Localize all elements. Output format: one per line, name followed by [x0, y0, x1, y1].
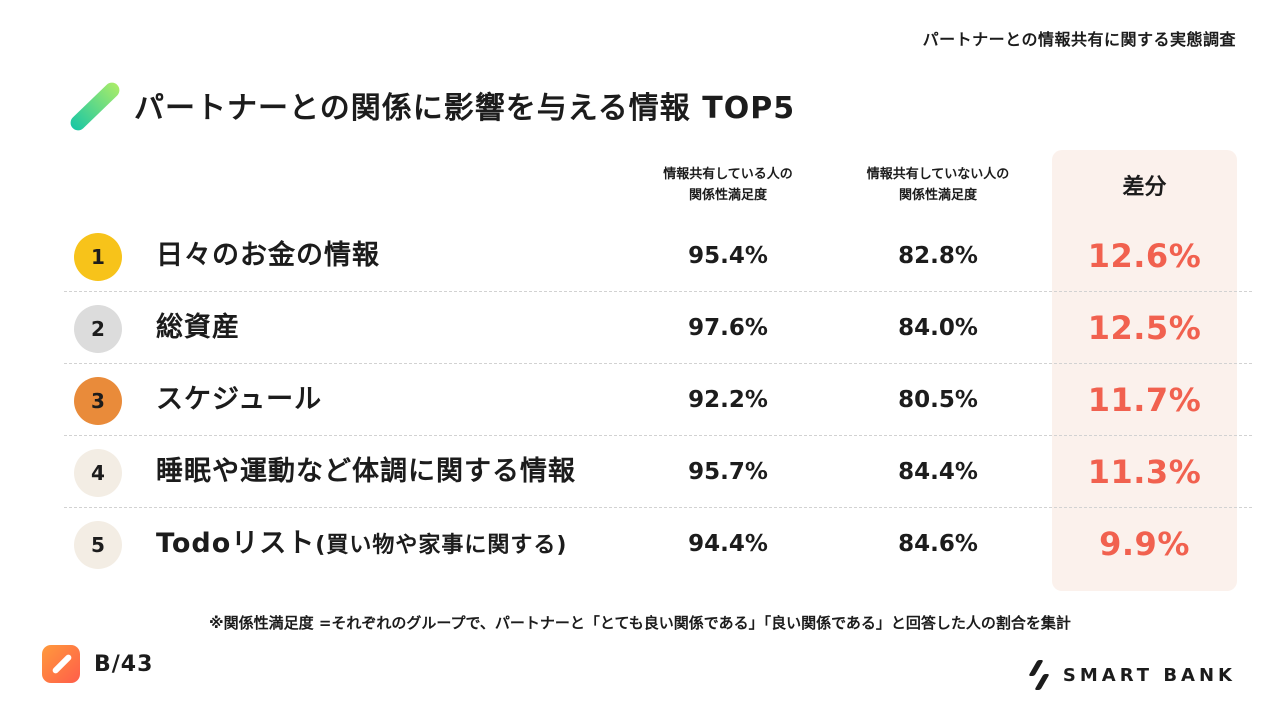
brand-logo: SMART BANK: [1029, 660, 1236, 690]
column-header-line: 関係性満足度: [898, 188, 977, 203]
value-diff: 12.6%: [1087, 237, 1202, 275]
rank-badge: 3: [74, 377, 122, 425]
column-header-with-sharing: 情報共有している人の 関係性満足度: [628, 164, 828, 206]
diff-column-panel: [1052, 150, 1237, 591]
value-without-sharing: 84.4%: [898, 459, 978, 485]
app-logo-icon: [42, 645, 80, 683]
column-header-diff: 差分: [1122, 175, 1167, 200]
row-divider: [64, 435, 1252, 436]
ranking-row-5: 5 Todoリスト(買い物や家事に関する) 94.4% 84.6% 9.9%: [64, 508, 1252, 580]
value-with-sharing: 95.4%: [688, 243, 768, 269]
row-divider: [64, 291, 1252, 292]
column-header-line: 情報共有している人の: [663, 167, 793, 182]
value-with-sharing: 97.6%: [688, 315, 768, 341]
report-subtitle: パートナーとの情報共有に関する実態調査: [922, 30, 1236, 49]
row-divider: [64, 507, 1252, 508]
value-without-sharing: 82.8%: [898, 243, 978, 269]
column-header-line: 関係性満足度: [688, 188, 767, 203]
row-label: スケジュール: [156, 364, 322, 436]
row-label-text: 総資産: [156, 312, 240, 343]
ranking-row-3: 3 スケジュール 92.2% 80.5% 11.7%: [64, 364, 1252, 436]
row-divider: [64, 363, 1252, 364]
value-diff: 12.5%: [1087, 309, 1202, 347]
page-number: B/43: [94, 651, 154, 677]
value-without-sharing: 84.0%: [898, 315, 978, 341]
page-title: パートナーとの関係に影響を与える情報 TOP5: [134, 91, 796, 126]
value-without-sharing: 80.5%: [898, 387, 978, 413]
value-diff: 9.9%: [1099, 525, 1190, 563]
value-diff: 11.3%: [1087, 453, 1202, 491]
brand-mark-icon: [1029, 660, 1049, 690]
row-label: 総資産: [156, 292, 240, 364]
row-label-text: 睡眠や運動など体調に関する情報: [156, 456, 576, 487]
row-label: Todoリスト(買い物や家事に関する): [156, 508, 567, 580]
ranking-row-1: 1 日々のお金の情報 95.4% 82.8% 12.6%: [64, 220, 1252, 292]
value-without-sharing: 84.6%: [898, 531, 978, 557]
footnote: ※関係性満足度 =それぞれのグループで、パートナーと「とても良い関係である」「良…: [209, 614, 1071, 632]
rank-badge: 5: [74, 521, 122, 569]
title-area: パートナーとの関係に影響を与える情報 TOP5: [60, 78, 795, 132]
value-with-sharing: 95.7%: [688, 459, 768, 485]
row-label-text: Todoリスト: [156, 528, 316, 559]
column-header-without-sharing: 情報共有していない人の 関係性満足度: [828, 164, 1048, 206]
rank-badge: 1: [74, 233, 122, 281]
row-label: 日々のお金の情報: [156, 220, 380, 292]
value-with-sharing: 94.4%: [688, 531, 768, 557]
row-label-text: スケジュール: [156, 384, 323, 415]
rank-badge: 4: [74, 449, 122, 497]
ranking-row-4: 4 睡眠や運動など体調に関する情報 95.7% 84.4% 11.3%: [64, 436, 1252, 508]
value-diff: 11.7%: [1087, 381, 1202, 419]
value-with-sharing: 92.2%: [688, 387, 768, 413]
row-label-note: (買い物や家事に関する): [315, 533, 568, 558]
page-indicator: B/43: [42, 645, 153, 683]
row-label: 睡眠や運動など体調に関する情報: [156, 436, 576, 508]
ranking-row-2: 2 総資産 97.6% 84.0% 12.5%: [64, 292, 1252, 364]
title-accent-icon: [60, 78, 122, 132]
brand-name: SMART BANK: [1062, 664, 1236, 686]
rank-badge: 2: [74, 305, 122, 353]
row-label-text: 日々のお金の情報: [156, 240, 380, 271]
column-header-line: 情報共有していない人の: [866, 167, 1010, 182]
